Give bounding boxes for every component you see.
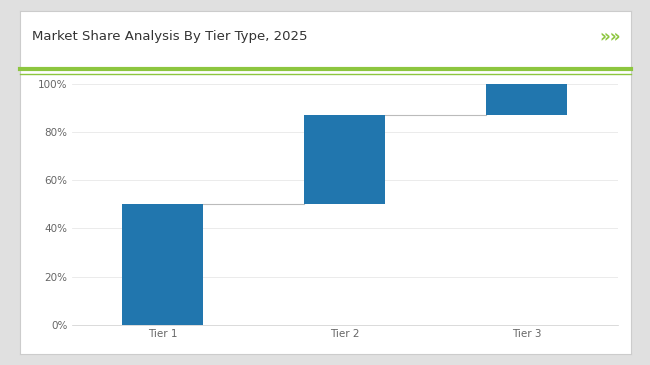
Text: »»: »» (599, 28, 621, 46)
Text: Market Share Analysis By Tier Type, 2025: Market Share Analysis By Tier Type, 2025 (32, 30, 308, 43)
Bar (486, 84, 567, 115)
Bar (304, 115, 385, 204)
Bar (122, 204, 203, 325)
